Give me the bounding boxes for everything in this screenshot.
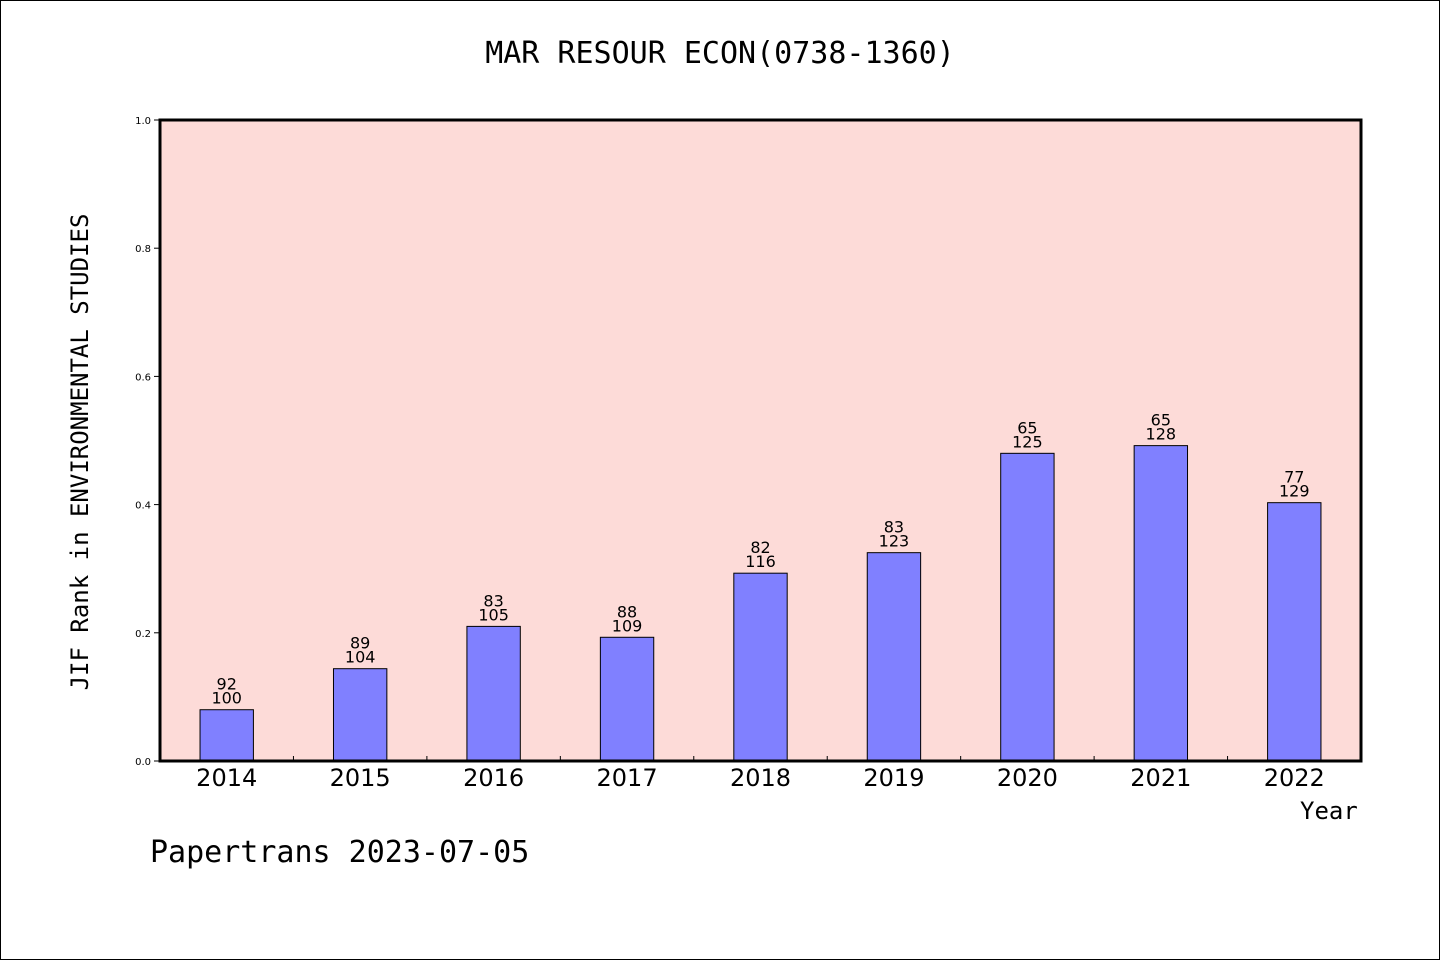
data-label-rank: 92 — [217, 675, 237, 694]
y-tick-label: 0.6 — [135, 372, 151, 383]
plot-border — [158, 118, 1363, 763]
y-tick-label: 1.0 — [135, 116, 151, 127]
bar — [599, 636, 655, 762]
bar — [466, 625, 521, 762]
bar — [199, 709, 254, 762]
data-label-rank: 88 — [617, 602, 637, 621]
bar — [1267, 502, 1322, 762]
data-label-total: 129 — [1279, 482, 1310, 501]
x-tick-label: 2021 — [1130, 764, 1191, 792]
x-tick-label: 2014 — [196, 764, 257, 792]
x-tick-label: 2015 — [330, 764, 391, 792]
data-label-rank: 82 — [750, 538, 770, 557]
bar — [1133, 445, 1189, 762]
data-label-rank: 89 — [350, 634, 370, 653]
y-tick-label: 0.4 — [135, 501, 151, 512]
bar — [866, 552, 922, 762]
x-tick-label: 2018 — [730, 764, 791, 792]
bar — [332, 668, 388, 762]
data-label-rank: 65 — [1151, 411, 1171, 430]
data-label-total: 105 — [478, 605, 509, 624]
bar — [733, 572, 788, 762]
bar — [1000, 452, 1055, 762]
data-label-total: 125 — [1012, 432, 1043, 451]
y-tick-label: 0.8 — [135, 244, 151, 255]
y-tick-label: 0.2 — [135, 629, 151, 640]
x-tick-label: 2017 — [597, 764, 658, 792]
data-label-total: 123 — [879, 532, 910, 551]
chart-title: MAR RESOUR ECON(0738-1360) — [485, 36, 955, 71]
x-axis-label: Year — [1300, 797, 1358, 825]
data-label-rank: 65 — [1017, 418, 1037, 437]
y-tick-label: 0.0 — [135, 757, 151, 768]
data-label-rank: 83 — [483, 591, 503, 610]
x-tick-label: 2020 — [997, 764, 1058, 792]
data-label-total: 109 — [612, 616, 643, 635]
data-label-total: 116 — [745, 552, 776, 571]
data-label-rank: 77 — [1284, 468, 1304, 487]
data-label-total: 128 — [1146, 425, 1177, 444]
x-tick-label: 2019 — [863, 764, 924, 792]
x-tick-label: 2022 — [1264, 764, 1325, 792]
footer-stamp: Papertrans 2023-07-05 — [150, 835, 530, 870]
data-label-total: 100 — [211, 689, 242, 708]
data-label-rank: 83 — [884, 518, 904, 537]
data-label-total: 104 — [345, 648, 376, 667]
x-tick-label: 2016 — [463, 764, 524, 792]
